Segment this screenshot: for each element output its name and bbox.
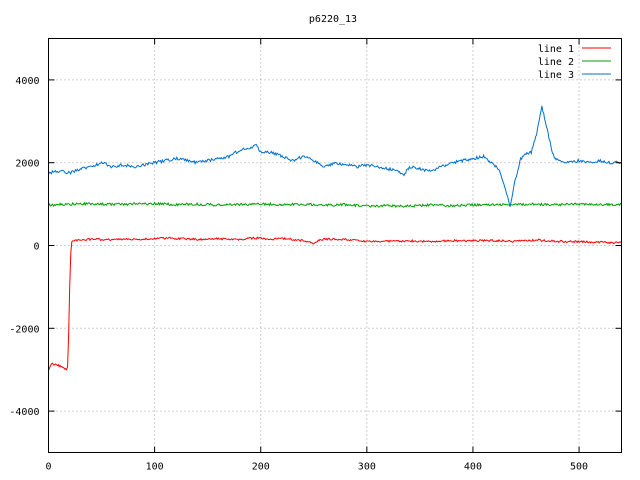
y-tick-label: 2000: [15, 159, 39, 170]
legend: line 1 line 2 line 3: [538, 44, 611, 81]
x-tick-label: 300: [358, 462, 376, 473]
series-line-1: [48, 236, 622, 371]
y-tick-label: -2000: [9, 324, 39, 335]
axis-ticks: 0 100 200 300 400 500 -4000 -2000 0 2000 4000: [9, 38, 622, 473]
x-tick-label: 200: [252, 462, 270, 473]
chart-title: p6220_13: [309, 14, 357, 25]
y-tick-label: 0: [33, 242, 39, 253]
legend-label: line 2: [538, 57, 574, 68]
y-tick-label: 4000: [15, 76, 39, 87]
x-tick-label: 400: [464, 462, 482, 473]
legend-label: line 1: [538, 44, 574, 55]
x-tick-label: 500: [570, 462, 588, 473]
series-lines: [48, 105, 622, 371]
series-line-2: [48, 201, 622, 209]
y-tick-label: -4000: [9, 407, 39, 418]
x-tick-label: 0: [45, 462, 51, 473]
grid-lines: [48, 38, 622, 453]
series-line-3: [48, 105, 622, 207]
legend-label: line 3: [538, 70, 574, 81]
x-tick-label: 100: [146, 462, 164, 473]
